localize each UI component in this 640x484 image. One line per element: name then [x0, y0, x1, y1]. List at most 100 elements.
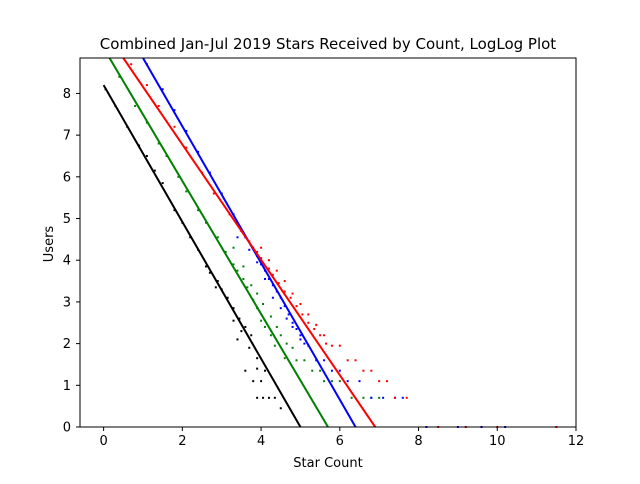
series-1-point	[303, 359, 306, 362]
series-0-point	[264, 369, 267, 372]
y-tick-label: 2	[63, 337, 71, 352]
series-1-point	[246, 286, 249, 289]
series-0-point	[204, 265, 207, 268]
series-3-point	[271, 273, 274, 276]
series-0-point	[153, 169, 156, 172]
series-1-point	[204, 221, 207, 224]
x-tick-label: 0	[99, 434, 107, 449]
series-2-point	[267, 277, 270, 280]
series-3-point	[299, 303, 302, 305]
series-2-point	[260, 263, 263, 266]
series-3-point	[277, 282, 280, 285]
y-tick-label: 6	[63, 170, 71, 185]
series-3-point	[240, 230, 243, 233]
series-3-point	[291, 292, 294, 295]
series-2-point	[303, 342, 306, 345]
series-0-point	[248, 346, 251, 349]
series-1-point	[362, 396, 365, 399]
x-tick-label: 8	[414, 434, 422, 449]
series-1-point	[216, 236, 219, 239]
series-2-point	[315, 359, 318, 362]
series-1-point	[378, 396, 381, 399]
series-0-point	[145, 154, 148, 157]
series-2-point	[271, 284, 274, 287]
series-3-point	[325, 342, 328, 345]
series-3-point	[275, 269, 278, 272]
series-2-point	[299, 338, 302, 341]
series-3-point	[370, 369, 373, 372]
series-1-point	[145, 121, 148, 124]
series-0-point	[260, 380, 263, 383]
series-2-point	[236, 236, 239, 239]
series-2-point	[291, 321, 294, 324]
series-0-point	[252, 380, 255, 383]
series-2-point	[370, 396, 373, 399]
series-1-point	[275, 325, 278, 328]
series-3-point	[260, 246, 263, 249]
series-0-point	[240, 330, 243, 333]
series-1-point	[224, 250, 227, 253]
series-1-point	[260, 319, 263, 322]
x-tick-label: 6	[336, 434, 344, 449]
series-3-point	[354, 359, 357, 362]
series-0-point	[138, 144, 141, 147]
series-2-point	[264, 269, 267, 272]
series-1-point	[264, 325, 267, 328]
series-2-point	[256, 261, 259, 264]
series-1-point	[157, 142, 160, 145]
series-0-point	[256, 367, 259, 370]
series-0-point	[279, 407, 282, 410]
series-1-point	[295, 359, 298, 362]
series-0-point	[114, 104, 117, 107]
x-tick-label: 10	[489, 434, 506, 449]
y-tick-label: 3	[63, 295, 71, 310]
series-0-point	[256, 357, 259, 360]
series-3-point	[323, 334, 326, 337]
series-3-point	[362, 369, 365, 372]
series-0-point	[220, 288, 223, 291]
y-tick-label: 0	[63, 421, 71, 436]
series-1-point	[242, 277, 245, 280]
series-0-point	[256, 396, 259, 399]
series-3-point	[319, 334, 322, 337]
series-1-point	[236, 269, 239, 272]
series-3-point	[378, 380, 381, 383]
series-0-point	[244, 369, 247, 372]
series-2-point	[291, 325, 294, 328]
series-0-point	[181, 221, 184, 224]
series-1-point	[262, 303, 265, 305]
series-3-point	[315, 323, 318, 326]
series-1-point	[118, 75, 121, 78]
x-tick-label: 12	[568, 434, 585, 449]
series-0-point	[244, 325, 247, 328]
series-0-point	[197, 248, 200, 251]
y-axis-label: Users	[42, 226, 57, 263]
series-3-point	[330, 344, 333, 347]
series-2-point	[382, 396, 385, 399]
series-1-point	[283, 357, 286, 360]
series-1-point	[256, 307, 259, 310]
series-2-point	[271, 296, 274, 299]
series-2-point	[185, 129, 188, 132]
series-3-point	[338, 344, 341, 347]
series-2-point	[358, 380, 361, 383]
series-3-point	[405, 396, 408, 399]
series-2-point	[279, 296, 282, 299]
series-3-point	[307, 313, 310, 316]
series-0-point	[236, 338, 239, 341]
series-3-point	[393, 396, 396, 399]
series-3-point	[173, 125, 176, 128]
series-2-point	[307, 344, 310, 347]
series-0-point	[216, 280, 219, 283]
series-1-point	[285, 342, 288, 345]
series-1-point	[197, 209, 200, 212]
series-2-point	[145, 63, 148, 66]
y-tick-label: 1	[63, 379, 71, 394]
series-2-point	[295, 328, 298, 331]
series-0-point	[238, 317, 241, 320]
series-2-point	[346, 380, 349, 383]
series-3-point	[228, 213, 231, 216]
